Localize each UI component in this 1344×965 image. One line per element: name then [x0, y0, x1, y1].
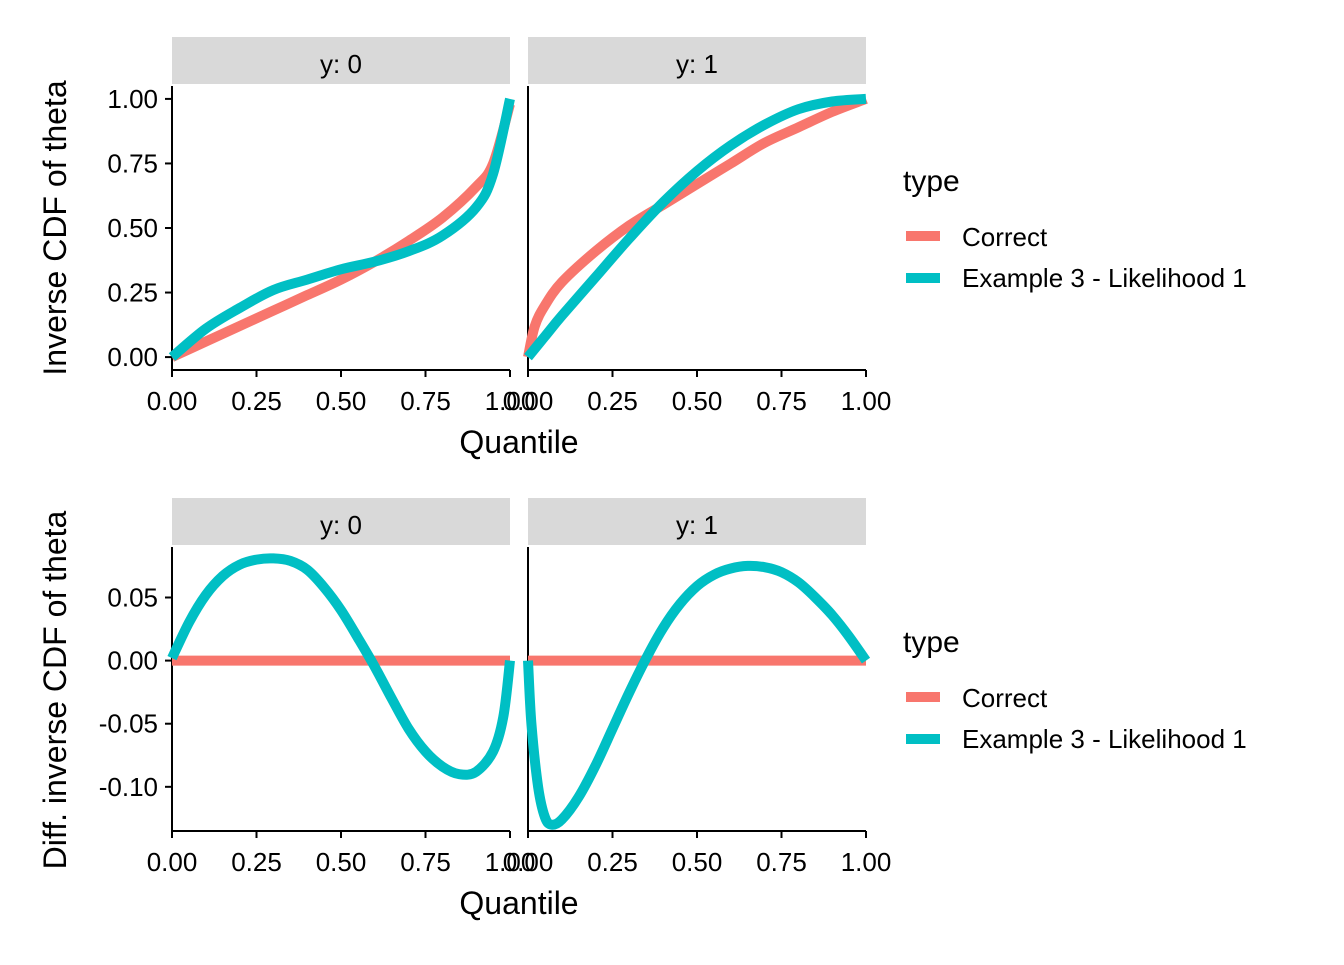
- facet-strip: [528, 498, 866, 545]
- y-tick-label: 0.75: [107, 148, 158, 178]
- facet-strip-label: y: 1: [676, 510, 718, 540]
- x-tick-label: 1.00: [841, 386, 892, 416]
- y-tick-label: 1.00: [107, 84, 158, 114]
- x-tick-label: 1.00: [485, 386, 536, 416]
- series-line-example-3-likelihood-1: [167, 553, 515, 780]
- x-tick-label: 0.25: [231, 386, 282, 416]
- top-x-axis-title: Quantile: [459, 424, 578, 460]
- x-tick-label: 0.75: [756, 386, 807, 416]
- facet-strip-label: y: 1: [676, 49, 718, 79]
- series-line-example-3-likelihood-1: [523, 560, 871, 830]
- x-tick-label: 0.50: [672, 847, 723, 877]
- top-y-axis-title: Inverse CDF of theta: [37, 80, 73, 375]
- x-tick-label: 0.50: [672, 386, 723, 416]
- x-tick-label: 0.50: [316, 847, 367, 877]
- x-tick-label: 0.00: [503, 386, 554, 416]
- x-tick-label: 0.75: [756, 847, 807, 877]
- bottom-legend-label-correct: Correct: [962, 683, 1048, 713]
- chart2-facet-1: y: 0 0.00 0.25 0.50 0.75 1.00 -0.10 -0.05 0.00 0.…: [99, 498, 536, 877]
- x-tick-label: 0.25: [587, 847, 638, 877]
- top-legend-label-correct: Correct: [962, 222, 1048, 252]
- bottom-legend-label-example: Example 3 - Likelihood 1: [962, 724, 1247, 754]
- chart1-facet-2: y: 1 0.00 0.25 0.50 0.75 1.00: [503, 37, 892, 416]
- y-tick-label: 0.05: [107, 582, 158, 612]
- x-tick-label: 0.50: [316, 386, 367, 416]
- facet-strip-label: y: 0: [320, 49, 362, 79]
- bottom-legend-title: type: [903, 626, 960, 659]
- top-legend-title: type: [903, 165, 960, 198]
- facet-strip: [528, 37, 866, 84]
- y-tick-label: -0.05: [99, 709, 158, 739]
- series-line-example-3-likelihood-1: [168, 97, 515, 361]
- facet-strip: [172, 37, 510, 84]
- x-tick-label: 0.75: [400, 847, 451, 877]
- series-line-example-3-likelihood-1: [524, 93, 867, 361]
- x-tick-label: 0.25: [231, 847, 282, 877]
- y-tick-label: 0.00: [107, 342, 158, 372]
- x-tick-label: 0.00: [147, 847, 198, 877]
- x-tick-label: 0.75: [400, 386, 451, 416]
- y-tick-label: 0.25: [107, 278, 158, 308]
- y-tick-label: 0.00: [107, 646, 158, 676]
- x-tick-label: 0.25: [587, 386, 638, 416]
- bottom-y-axis-title: Diff. inverse CDF of theta: [37, 510, 73, 869]
- chart2-facet-2: y: 1 0.00 0.25 0.50 0.75 1.00: [503, 498, 892, 877]
- y-tick-label: -0.10: [99, 772, 158, 802]
- chart1-facet-1: y: 0 0.00 0.25 0.50 0.75 1.00 0.00 0.25 0.50 0.75…: [107, 37, 535, 416]
- series-line-correct: [169, 102, 515, 362]
- x-tick-label: 0.00: [147, 386, 198, 416]
- top-legend: type Correct Example 3 - Likelihood 1: [903, 165, 1247, 293]
- facet-strip: [172, 498, 510, 545]
- x-tick-label: 1.00: [485, 847, 536, 877]
- bottom-legend: type Correct Example 3 - Likelihood 1: [903, 626, 1247, 754]
- bottom-x-axis-title: Quantile: [459, 885, 578, 921]
- facet-strip-label: y: 0: [320, 510, 362, 540]
- x-tick-label: 1.00: [841, 847, 892, 877]
- top-legend-label-example: Example 3 - Likelihood 1: [962, 263, 1247, 293]
- x-tick-label: 0.00: [503, 847, 554, 877]
- y-tick-label: 0.50: [107, 213, 158, 243]
- facet-panels: y: 00.00 0.25 0.50 0.75 1.000.000.250.500.75…: [99, 37, 892, 877]
